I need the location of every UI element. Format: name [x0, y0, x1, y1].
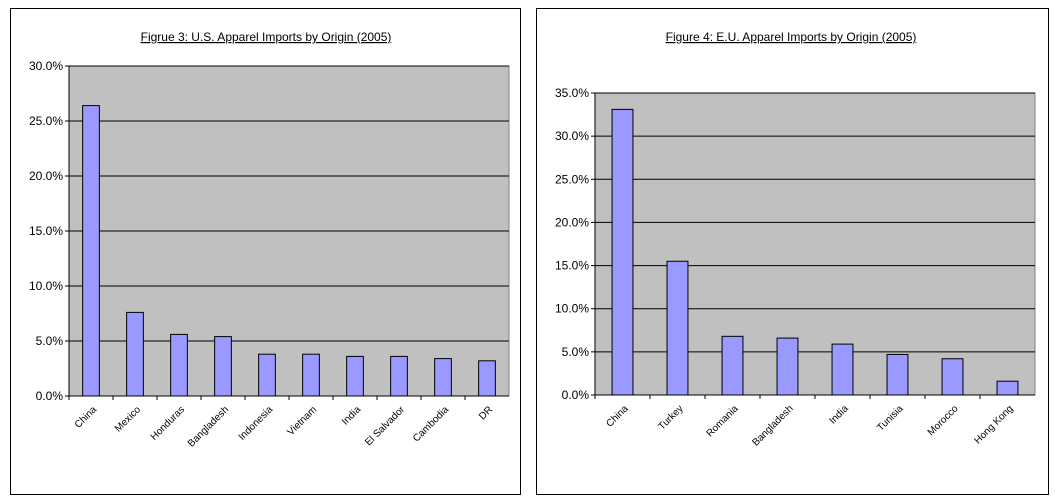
y-tick-label: 10.0% [29, 279, 63, 293]
y-tick-label: 20.0% [29, 169, 63, 183]
bar [611, 108, 634, 396]
x-tick-label: El Salvador [363, 404, 407, 448]
us-imports-chart: Figrue 3: U.S. Apparel Imports by Origin… [29, 30, 510, 449]
y-tick-label: 5.0% [562, 345, 590, 359]
chart-title: Figure 4: E.U. Apparel Imports by Origin… [666, 30, 917, 44]
bar [346, 355, 364, 397]
x-tick-label: India [828, 403, 851, 426]
y-tick-label: 0.0% [36, 389, 64, 403]
x-tick-label: Morocco [926, 403, 961, 438]
bar [82, 105, 100, 397]
bar [666, 260, 689, 396]
bar [886, 353, 909, 396]
y-tick-label: 0.0% [562, 388, 590, 402]
bar [776, 337, 799, 396]
x-tick-label: China [604, 403, 631, 430]
bar [434, 358, 452, 397]
chart-title: Figrue 3: U.S. Apparel Imports by Origin… [141, 30, 392, 44]
x-tick-label: Romania [705, 403, 741, 439]
y-tick-label: 10.0% [555, 302, 589, 316]
y-tick-label: 25.0% [555, 172, 589, 186]
bar [302, 353, 320, 397]
y-tick-label: 25.0% [29, 114, 63, 128]
bar [941, 358, 964, 396]
bar [126, 311, 144, 397]
chart-panel-eu: Figure 4: E.U. Apparel Imports by Origin… [536, 8, 1049, 495]
x-tick-label: Tunisia [875, 403, 906, 434]
x-tick-label: Honduras [149, 404, 187, 442]
bar [831, 343, 854, 396]
y-tick-label: 20.0% [555, 215, 589, 229]
bar [996, 380, 1019, 396]
bar [258, 353, 276, 397]
x-tick-label: Bangladesh [186, 404, 231, 449]
y-tick-label: 35.0% [555, 86, 589, 100]
x-tick-label: Mexico [113, 404, 143, 434]
x-tick-label: DR [477, 404, 495, 422]
x-tick-label: Vietnam [286, 404, 320, 438]
bar [478, 360, 496, 397]
bar [390, 355, 408, 397]
x-tick-label: China [73, 404, 100, 431]
chart-panel-us: Figrue 3: U.S. Apparel Imports by Origin… [10, 8, 521, 495]
x-tick-label: Indonesia [237, 404, 276, 443]
x-tick-label: Cambodia [411, 404, 451, 444]
y-tick-label: 30.0% [555, 129, 589, 143]
x-tick-label: Turkey [656, 403, 685, 432]
bar [721, 335, 744, 396]
x-tick-label: Bangladesh [750, 403, 795, 448]
plot-area [594, 92, 1036, 396]
y-tick-label: 15.0% [29, 224, 63, 238]
x-tick-label: Hong Kong [972, 403, 1015, 446]
y-tick-label: 30.0% [29, 59, 63, 73]
bar [214, 336, 232, 397]
x-tick-label: India [340, 404, 363, 427]
eu-imports-chart: Figure 4: E.U. Apparel Imports by Origin… [555, 30, 1036, 448]
y-tick-label: 15.0% [555, 259, 589, 273]
y-tick-label: 5.0% [36, 334, 64, 348]
bar [170, 333, 188, 397]
